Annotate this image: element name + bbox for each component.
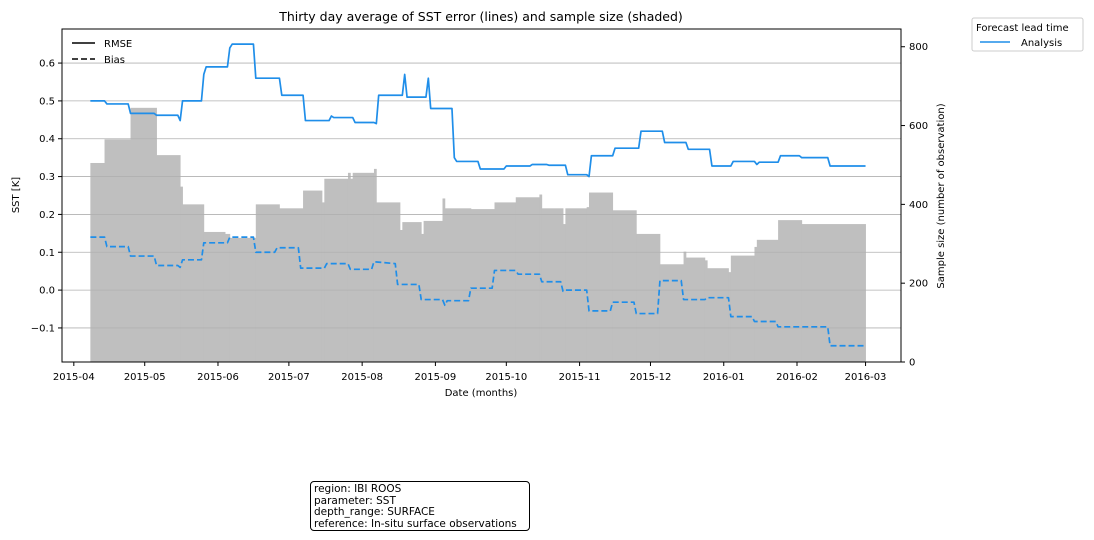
sample-size-bar: [399, 229, 403, 362]
sample-size-bar: [685, 257, 706, 362]
sample-size-bar: [730, 255, 755, 362]
legend-bias-label: Bias: [104, 55, 125, 66]
grid: [62, 62, 901, 329]
y-tick-label: 0.0: [39, 286, 55, 297]
y-tick-label: 0.1: [39, 248, 55, 259]
y-tick-label: −0.1: [31, 323, 55, 334]
y-right-tick-label: 600: [909, 121, 928, 132]
y-axis-right-label: Sample size (number of observation): [936, 103, 947, 288]
sample-size-bar: [324, 178, 349, 362]
y-axis-right: 0 200 400 600 800: [901, 42, 928, 369]
sample-size-bar: [442, 198, 446, 362]
y-tick-label: 0.4: [39, 134, 55, 145]
sample-size-bar: [683, 251, 687, 362]
x-tick-label: 2015-11: [559, 372, 601, 383]
sample-size-bar: [321, 202, 325, 362]
y-right-tick-label: 200: [909, 279, 928, 290]
x-tick-label: 2016-03: [845, 372, 887, 383]
x-tick-label: 2015-06: [197, 372, 239, 383]
sample-size-bar: [225, 233, 231, 362]
y-tick-label: 0.6: [39, 59, 55, 70]
sample-size-bar: [180, 186, 183, 362]
series-line-bias: [90, 236, 866, 347]
x-tick-label: 2015-09: [415, 372, 457, 383]
x-tick-label: 2016-01: [703, 372, 745, 383]
lead-time-legend: Forecast lead time Analysis: [971, 17, 1084, 52]
chart-title: Thirty day average of SST error (lines) …: [278, 9, 683, 24]
sample-size-bar: [182, 204, 205, 362]
y-tick-label: 0.2: [39, 210, 55, 221]
sample-size-area: [90, 107, 866, 362]
y-tick-label: 0.3: [39, 172, 55, 183]
x-tick-label: 2015-07: [268, 372, 310, 383]
sample-size-bar: [255, 204, 280, 362]
x-tick-label: 2015-08: [341, 372, 383, 383]
x-tick-label: 2016-02: [776, 372, 818, 383]
sample-size-bar: [801, 224, 866, 362]
sample-size-bar: [373, 168, 377, 362]
sample-size-bar: [778, 220, 803, 362]
y-axis-label: SST [K]: [11, 177, 22, 213]
sample-size-bar: [728, 272, 732, 362]
sample-size-bar: [704, 260, 708, 362]
error-lines: [90, 43, 866, 347]
y-axis-left: −0.1 0.0 0.1 0.2 0.3 0.4 0.5 0.6: [31, 59, 62, 334]
sample-size-bar: [229, 237, 257, 362]
sample-size-bar: [707, 268, 729, 362]
sample-size-bar: [515, 197, 540, 362]
sample-size-bar: [303, 190, 323, 362]
sample-size-bar: [203, 231, 226, 362]
sample-size-bar: [470, 209, 495, 362]
lead-time-legend-title: Forecast lead time: [976, 23, 1069, 34]
info-parameter: parameter: SST: [314, 494, 396, 507]
sample-size-bar: [756, 239, 779, 362]
info-box: region: IBI ROOS parameter: SST depth_ra…: [310, 481, 530, 531]
y-right-tick-label: 400: [909, 200, 928, 211]
sample-size-bar: [350, 178, 354, 362]
sample-size-bar: [104, 139, 131, 362]
sample-size-bar: [563, 224, 566, 362]
sample-size-bar: [402, 222, 422, 362]
sample-size-bar: [541, 208, 564, 362]
sample-size-bar: [421, 233, 424, 362]
sample-size-bar: [659, 264, 684, 362]
sample-size-bar: [156, 155, 181, 362]
series-line-rmse: [90, 43, 866, 178]
x-axis-label: Date (months): [445, 388, 518, 399]
sample-size-bar: [423, 220, 443, 362]
sample-size-bar: [754, 246, 758, 362]
info-region: region: IBI ROOS: [314, 483, 402, 495]
x-tick-label: 2015-04: [53, 372, 95, 383]
sample-size-bar: [352, 172, 375, 362]
y-right-tick-label: 800: [909, 42, 928, 53]
sample-size-bar: [586, 207, 590, 362]
x-tick-label: 2015-05: [124, 372, 166, 383]
info-depth-range: depth_range: SURFACE: [314, 506, 435, 518]
sample-size-bar: [90, 162, 105, 362]
sample-size-bar: [494, 202, 517, 362]
plot-frame: [61, 28, 902, 363]
x-tick-label: 2015-12: [630, 372, 672, 383]
sample-size-bar: [636, 233, 661, 362]
legend-analysis-label: Analysis: [1021, 38, 1062, 49]
legend-rmse-label: RMSE: [104, 39, 132, 50]
x-axis: 2015-04 2015-05 2015-06 2015-07 2015-08 2015-…: [53, 362, 887, 383]
sample-size-bar: [612, 210, 637, 362]
sample-size-bar: [565, 208, 588, 362]
y-right-tick-label: 0: [909, 358, 915, 369]
style-legend: RMSE Bias: [72, 39, 132, 66]
sample-size-bar: [444, 208, 472, 362]
sample-size-bar: [279, 208, 304, 362]
y-tick-label: 0.5: [39, 96, 55, 107]
info-reference: reference: In-situ surface observations: [314, 517, 517, 530]
x-tick-label: 2015-10: [485, 372, 527, 383]
sample-size-bar: [376, 202, 401, 362]
sample-size-bar: [130, 107, 157, 362]
sample-size-bar: [589, 192, 614, 362]
